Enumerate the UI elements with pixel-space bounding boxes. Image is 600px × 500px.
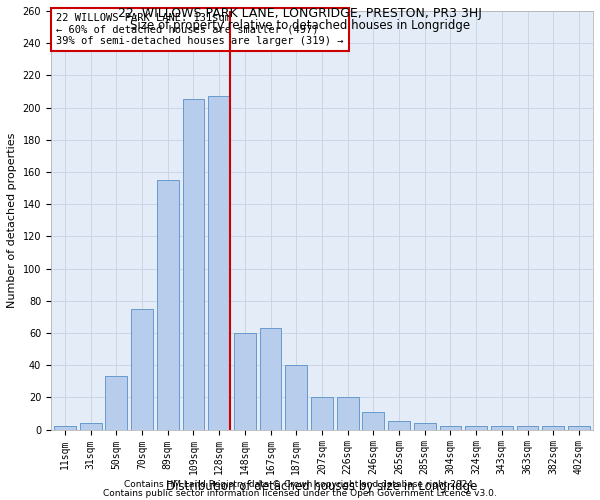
Text: Contains public sector information licensed under the Open Government Licence v3: Contains public sector information licen… bbox=[103, 489, 497, 498]
Bar bbox=[260, 328, 281, 430]
Bar bbox=[157, 180, 179, 430]
Bar bbox=[208, 96, 230, 429]
Text: 22, WILLOWS PARK LANE, LONGRIDGE, PRESTON, PR3 3HJ: 22, WILLOWS PARK LANE, LONGRIDGE, PRESTO… bbox=[118, 8, 482, 20]
Bar bbox=[362, 412, 384, 430]
Bar bbox=[182, 100, 205, 429]
Bar bbox=[568, 426, 590, 430]
Y-axis label: Number of detached properties: Number of detached properties bbox=[7, 132, 17, 308]
Text: Contains HM Land Registry data © Crown copyright and database right 2024.: Contains HM Land Registry data © Crown c… bbox=[124, 480, 476, 489]
Bar bbox=[388, 422, 410, 430]
Bar bbox=[106, 376, 127, 430]
Text: Size of property relative to detached houses in Longridge: Size of property relative to detached ho… bbox=[130, 19, 470, 32]
Bar bbox=[465, 426, 487, 430]
Bar bbox=[542, 426, 564, 430]
Bar bbox=[491, 426, 513, 430]
Bar bbox=[286, 365, 307, 430]
Bar bbox=[54, 426, 76, 430]
Bar bbox=[131, 309, 153, 430]
Bar bbox=[337, 398, 359, 430]
X-axis label: Distribution of detached houses by size in Longridge: Distribution of detached houses by size … bbox=[166, 480, 478, 493]
Bar bbox=[414, 423, 436, 430]
Bar bbox=[234, 333, 256, 430]
Bar bbox=[80, 423, 101, 430]
Text: 22 WILLOWS PARK LANE: 131sqm
← 60% of detached houses are smaller (497)
39% of s: 22 WILLOWS PARK LANE: 131sqm ← 60% of de… bbox=[56, 13, 344, 46]
Bar bbox=[311, 398, 333, 430]
Bar bbox=[517, 426, 538, 430]
Bar bbox=[440, 426, 461, 430]
